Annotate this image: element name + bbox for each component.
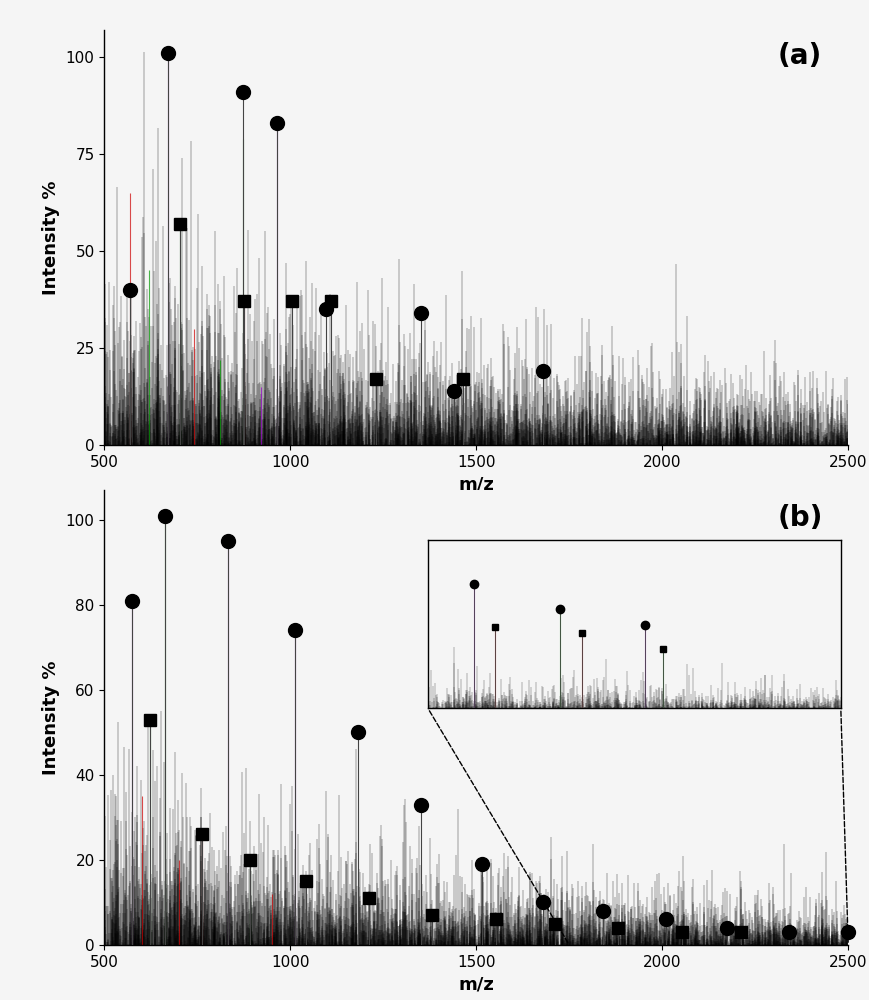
Text: (b): (b) [777, 504, 822, 532]
X-axis label: m/z: m/z [458, 475, 494, 493]
Y-axis label: Intensity %: Intensity % [43, 660, 60, 775]
Y-axis label: Intensity %: Intensity % [43, 180, 60, 295]
Text: (a): (a) [777, 42, 821, 70]
X-axis label: m/z: m/z [458, 975, 494, 993]
